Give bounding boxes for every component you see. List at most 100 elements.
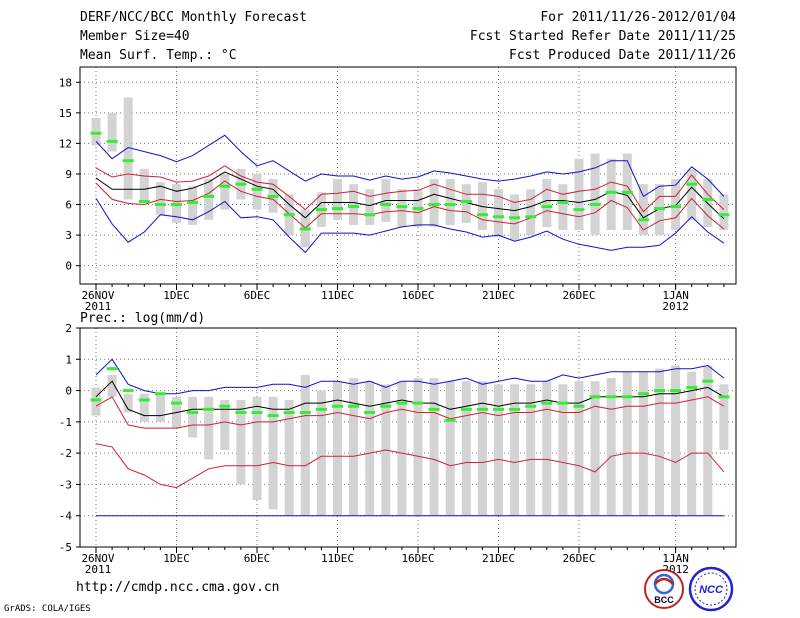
median-marker <box>154 392 166 396</box>
median-marker <box>251 187 263 191</box>
median-marker <box>106 139 118 143</box>
ensemble-box <box>606 378 616 516</box>
median-marker <box>364 213 376 217</box>
ensemble-box <box>510 384 520 516</box>
median-marker <box>138 398 150 402</box>
ensemble-box <box>638 371 648 516</box>
ensemble-box <box>188 186 198 225</box>
ensemble-box <box>719 384 729 451</box>
x-tick-year: 2012 <box>662 300 689 313</box>
median-marker <box>138 199 150 203</box>
median-marker <box>203 194 215 198</box>
ensemble-box <box>139 393 149 422</box>
x-tick-label: 11DEC <box>321 552 354 565</box>
median-marker <box>541 401 553 405</box>
series-line-lower <box>95 443 725 489</box>
median-marker <box>525 215 537 219</box>
median-marker <box>718 395 730 399</box>
ensemble-box <box>91 117 101 146</box>
plot-frame <box>79 66 737 285</box>
median-marker <box>332 404 343 408</box>
median-marker <box>573 404 585 408</box>
median-marker <box>315 407 327 411</box>
ensemble-box <box>494 189 503 238</box>
bcc-logo-text: BCC <box>654 595 674 605</box>
ensemble-box <box>622 371 632 516</box>
ensemble-box <box>333 381 342 516</box>
ensemble-box <box>188 396 198 438</box>
y-tick-label: 3 <box>65 229 72 242</box>
series-line-lower <box>95 180 725 231</box>
ncc-logo-text: NCC <box>699 584 724 596</box>
y-tick-label: -3 <box>59 478 72 491</box>
median-marker <box>251 410 263 414</box>
header-member-size: Member Size=40 <box>80 29 190 44</box>
x-tick-label: 16DEC <box>401 552 434 565</box>
median-marker <box>364 410 376 414</box>
ensemble-box <box>204 179 214 220</box>
median-marker <box>154 203 166 207</box>
y-tick-label: 0 <box>65 385 72 398</box>
ensemble-box <box>574 381 584 516</box>
x-tick-label: 26DEC <box>562 289 595 302</box>
ensemble-box <box>91 387 101 416</box>
median-marker <box>557 200 569 204</box>
ensemble-box <box>316 390 326 516</box>
median-marker <box>525 404 537 408</box>
ensemble-box <box>204 396 214 460</box>
grads-credit: GrADS: COLA/IGES <box>4 604 91 614</box>
median-marker <box>219 184 231 188</box>
median-marker <box>315 208 327 212</box>
precip-panel-title: Prec.: log(mm/d) <box>80 311 205 326</box>
median-marker <box>444 203 456 207</box>
ensemble-box <box>139 168 149 203</box>
ensemble-box <box>461 184 471 223</box>
ensemble-box <box>477 381 487 516</box>
y-tick-label: 15 <box>59 107 72 120</box>
bcc-logo-icon: BCC <box>644 569 684 609</box>
median-marker <box>380 203 392 207</box>
ensemble-box <box>284 399 294 516</box>
ensemble-box <box>687 371 697 516</box>
x-tick-label: 1DEC <box>163 289 190 302</box>
ensemble-box <box>107 112 117 152</box>
x-tick-label: 16DEC <box>401 289 434 302</box>
ensemble-box <box>155 393 165 422</box>
ensemble-box <box>606 158 616 231</box>
x-tick-label: 11DEC <box>321 289 354 302</box>
y-tick-label: -1 <box>59 416 72 429</box>
ensemble-box <box>365 381 375 516</box>
median-marker <box>235 182 247 186</box>
x-tick-label: 6DEC <box>244 552 271 565</box>
median-marker <box>412 401 424 405</box>
ensemble-box <box>494 384 503 516</box>
y-tick-label: 18 <box>59 76 72 89</box>
x-tick-label: 26NOV <box>81 289 114 302</box>
median-marker <box>670 389 682 393</box>
series-line-max <box>95 134 725 198</box>
x-tick-year: 2011 <box>85 563 112 576</box>
ensemble-box <box>123 97 133 200</box>
median-marker <box>380 404 392 408</box>
median-marker <box>718 213 730 217</box>
median-marker <box>122 159 134 163</box>
x-tick-label: 6DEC <box>244 289 271 302</box>
median-marker <box>686 385 698 389</box>
median-marker <box>476 213 488 217</box>
median-marker <box>171 203 182 207</box>
source-url[interactable]: http://cmdp.ncc.cma.gov.cn <box>76 580 280 595</box>
median-marker <box>299 410 311 414</box>
median-marker <box>444 418 456 422</box>
median-marker <box>541 205 553 209</box>
ensemble-box <box>365 189 375 225</box>
median-marker <box>299 227 311 231</box>
median-marker <box>396 401 408 405</box>
ensemble-box <box>590 153 600 236</box>
median-marker <box>187 410 199 414</box>
ensemble-box <box>558 184 568 231</box>
x-tick-label: 26NOV <box>81 552 114 565</box>
ensemble-box <box>671 179 681 231</box>
ensemble-box <box>445 381 455 516</box>
ensemble-box <box>252 396 262 501</box>
